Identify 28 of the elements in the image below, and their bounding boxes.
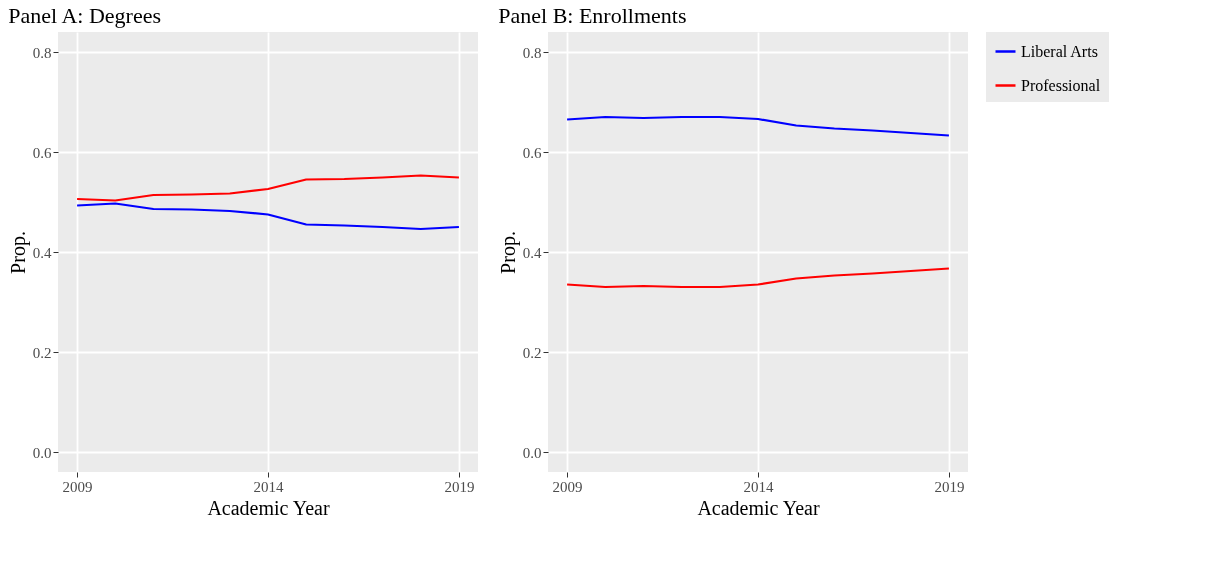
y-tick-label: 0.0 [32, 444, 52, 461]
legend-label: Liberal Arts [1021, 42, 1098, 60]
y-tick-label: 0.8 [522, 44, 542, 61]
line-series [565, 267, 951, 289]
line-series [75, 174, 461, 202]
y-tick-label: 0.2 [522, 344, 542, 361]
y-tick-label: 0.4 [522, 244, 542, 261]
x-axis-title: Academic Year [697, 496, 820, 519]
x-tick-label: 2019 [444, 478, 475, 495]
y-axis-title: Prop. [496, 231, 520, 274]
line-series [565, 115, 951, 137]
x-axis-title: Academic Year [207, 496, 330, 519]
x-tick-label: 2014 [743, 478, 774, 495]
x-tick-label: 2009 [62, 478, 93, 495]
y-tick-label: 0.2 [32, 344, 52, 361]
y-tick-label: 0.0 [522, 444, 542, 461]
y-tick-label: 0.4 [32, 244, 52, 261]
y-tick-label: 0.6 [522, 144, 542, 161]
y-tick-label: 0.6 [32, 144, 52, 161]
y-axis-title: Prop. [6, 231, 30, 274]
y-tick-label: 0.8 [32, 44, 52, 61]
x-tick-label: 2009 [552, 478, 583, 495]
legend-label: Professional [1021, 76, 1101, 94]
chart-title: Panel A: Degrees [8, 3, 161, 28]
chart-title: Panel B: Enrollments [498, 3, 687, 28]
x-tick-label: 2014 [253, 478, 284, 495]
x-tick-label: 2019 [934, 478, 965, 495]
line-series [75, 202, 461, 231]
